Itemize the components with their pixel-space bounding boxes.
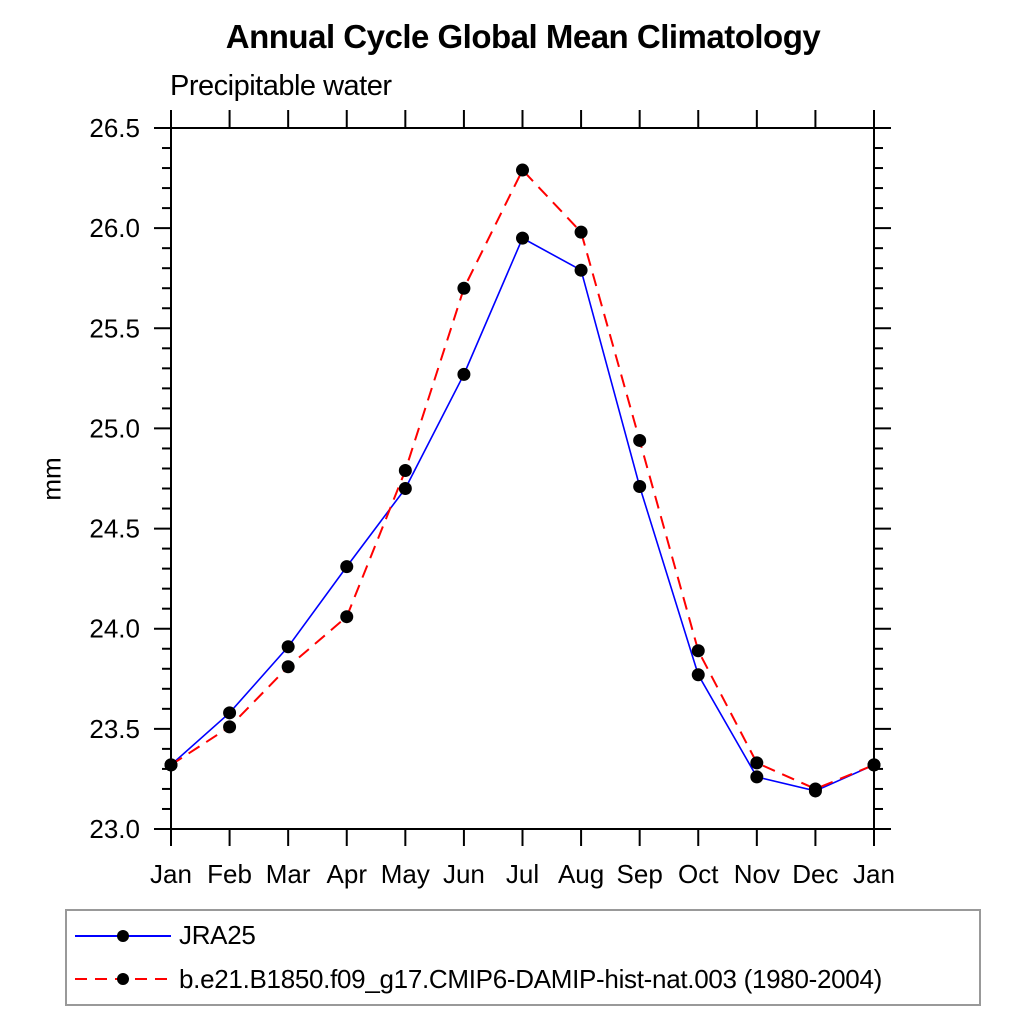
svg-text:Apr: Apr bbox=[327, 859, 368, 889]
svg-text:26.5: 26.5 bbox=[89, 113, 140, 143]
svg-text:25.5: 25.5 bbox=[89, 313, 140, 343]
svg-text:Aug: Aug bbox=[558, 859, 604, 889]
svg-text:26.0: 26.0 bbox=[89, 213, 140, 243]
legend-label-model: b.e21.B1850.f09_g17.CMIP6-DAMIP-hist-nat… bbox=[179, 963, 882, 994]
svg-text:Nov: Nov bbox=[734, 859, 780, 889]
legend-item-jra25: JRA25 bbox=[73, 917, 979, 955]
svg-text:23.5: 23.5 bbox=[89, 714, 140, 744]
legend-label-jra25: JRA25 bbox=[179, 920, 256, 951]
svg-text:23.0: 23.0 bbox=[89, 814, 140, 844]
svg-text:Jun: Jun bbox=[443, 859, 485, 889]
chart-subtitle: Precipitable water bbox=[170, 70, 392, 102]
svg-text:25.0: 25.0 bbox=[89, 413, 140, 443]
dashed-line-marker-swatch bbox=[75, 973, 171, 986]
chart-title: Annual Cycle Global Mean Climatology bbox=[225, 18, 821, 55]
legend: JRA25 b.e21.B1850.f09_g17.CMIP6-DAMIP-hi… bbox=[65, 909, 981, 1006]
svg-text:May: May bbox=[381, 859, 430, 889]
svg-text:24.0: 24.0 bbox=[89, 614, 140, 644]
svg-text:Jan: Jan bbox=[853, 859, 895, 889]
svg-text:Dec: Dec bbox=[792, 859, 838, 889]
svg-text:Jan: Jan bbox=[150, 859, 192, 889]
svg-text:Feb: Feb bbox=[207, 859, 252, 889]
legend-item-model: b.e21.B1850.f09_g17.CMIP6-DAMIP-hist-nat… bbox=[73, 960, 979, 998]
svg-text:Sep: Sep bbox=[617, 859, 663, 889]
svg-text:24.5: 24.5 bbox=[89, 514, 140, 544]
solid-line-marker-swatch bbox=[75, 929, 171, 942]
svg-text:Mar: Mar bbox=[266, 859, 311, 889]
svg-text:Jul: Jul bbox=[506, 859, 539, 889]
svg-text:Oct: Oct bbox=[678, 859, 719, 889]
